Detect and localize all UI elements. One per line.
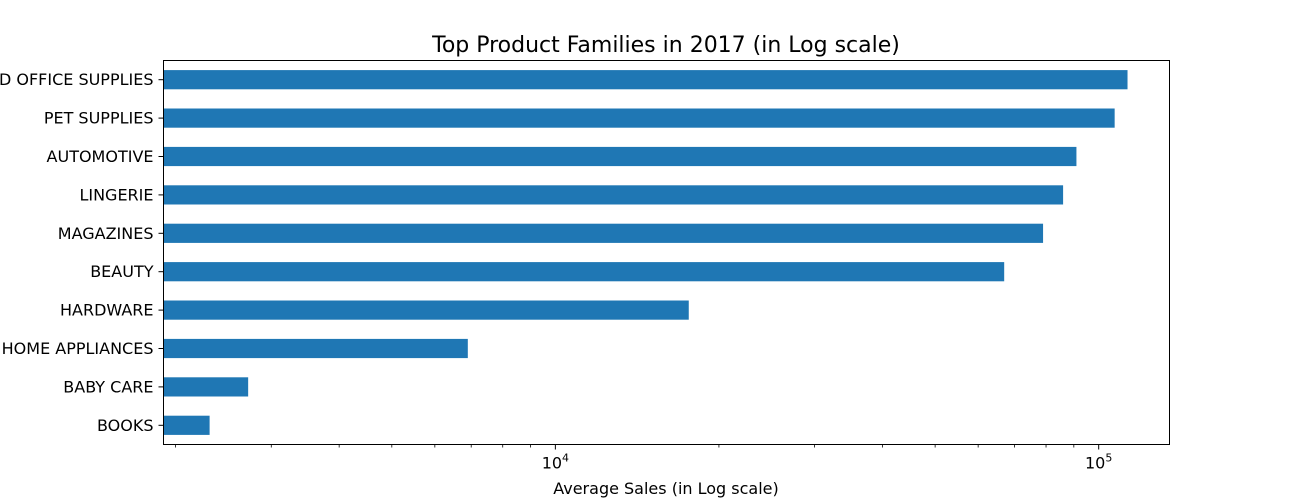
x-tick-label: 104 (542, 452, 569, 473)
category-label: SCHOOL AND OFFICE SUPPLIES (0, 70, 154, 89)
category-label: HARDWARE (60, 301, 154, 320)
category-label: HOME APPLIANCES (2, 339, 154, 358)
bar (163, 223, 1044, 243)
x-tick-label: 105 (1085, 452, 1112, 473)
category-label: BOOKS (97, 416, 154, 435)
bar (163, 108, 1115, 128)
bar (163, 415, 210, 435)
bar (163, 262, 1005, 282)
x-axis-label: Average Sales (in Log scale) (553, 479, 779, 498)
x-axis-ticks: 104 105 (158, 79, 1112, 473)
bar (163, 377, 249, 397)
bar (163, 300, 689, 320)
category-label: MAGAZINES (58, 224, 154, 243)
bar (163, 70, 1128, 90)
category-label: PET SUPPLIES (44, 109, 154, 128)
bar (163, 185, 1064, 205)
category-label: BABY CARE (63, 377, 153, 396)
category-label: LINGERIE (79, 185, 153, 204)
category-labels: SCHOOL AND OFFICE SUPPLIES PET SUPPLIES AU… (0, 70, 154, 435)
bar (163, 146, 1077, 167)
bar (163, 338, 468, 359)
chart-title: Top Product Families in 2017 (in Log sca… (431, 33, 900, 58)
category-label: BEAUTY (90, 262, 154, 281)
plot-area-frame (163, 60, 1170, 445)
bars (163, 70, 1128, 435)
category-label: AUTOMOTIVE (47, 147, 154, 166)
